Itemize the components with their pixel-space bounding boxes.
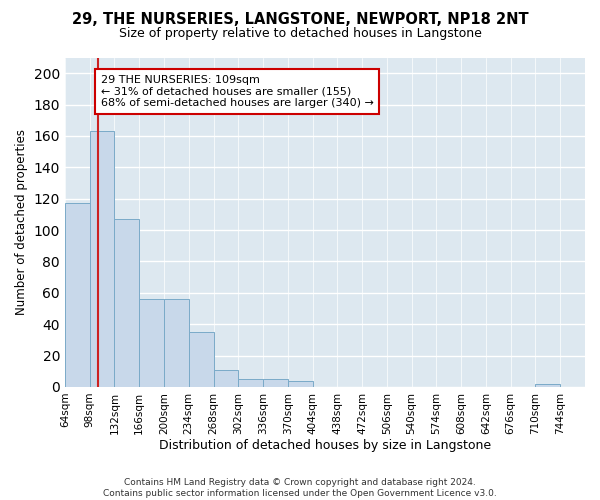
X-axis label: Distribution of detached houses by size in Langstone: Distribution of detached houses by size … [159, 440, 491, 452]
Y-axis label: Number of detached properties: Number of detached properties [15, 129, 28, 315]
Bar [535, 384, 560, 387]
Bar [238, 379, 263, 387]
Text: Size of property relative to detached houses in Langstone: Size of property relative to detached ho… [119, 28, 481, 40]
Bar [164, 299, 189, 387]
Bar [115, 219, 139, 387]
Bar [189, 332, 214, 387]
Text: 29, THE NURSERIES, LANGSTONE, NEWPORT, NP18 2NT: 29, THE NURSERIES, LANGSTONE, NEWPORT, N… [71, 12, 529, 28]
Text: 29 THE NURSERIES: 109sqm
← 31% of detached houses are smaller (155)
68% of semi-: 29 THE NURSERIES: 109sqm ← 31% of detach… [101, 75, 373, 108]
Bar [263, 379, 288, 387]
Bar [139, 299, 164, 387]
Bar [89, 131, 115, 387]
Bar [65, 204, 89, 387]
Bar [214, 370, 238, 387]
Bar [288, 380, 313, 387]
Text: Contains HM Land Registry data © Crown copyright and database right 2024.
Contai: Contains HM Land Registry data © Crown c… [103, 478, 497, 498]
